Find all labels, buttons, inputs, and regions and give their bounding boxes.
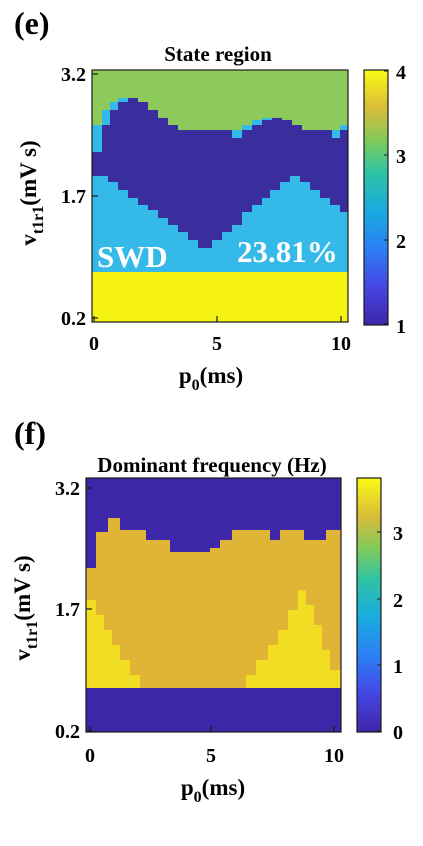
colorbar-e-label-2: 3 [396, 146, 406, 168]
colorbar-f [356, 477, 382, 733]
chart-title-e: State region [164, 42, 272, 66]
y-tick-label-f-2: 3.2 [55, 478, 80, 500]
x-tick-label-f-2: 10 [324, 745, 344, 767]
region-state-1-e [92, 98, 348, 248]
region-high-freq-f-2 [246, 590, 341, 688]
x-axis-label-e-sub: 0 [192, 377, 200, 394]
y-axis-e [92, 73, 98, 319]
colorbar-e [363, 69, 389, 326]
y-axis-label-f: vt1r1(mV s) [10, 555, 41, 660]
heatmap-f [85, 477, 342, 733]
y-tick-label-f-0: 0.2 [55, 721, 80, 743]
x-axis-label-f-sub: 0 [194, 789, 202, 806]
y-axis-label-f-base: v [10, 649, 35, 661]
panel-e: (e) State region SWD 23.81% 0 5 10 p0(ms… [14, 5, 406, 394]
panel-f: (f) Dominant frequency (Hz) 0 5 10 p0(ms… [10, 415, 403, 806]
y-tick-label-e-0: 0.2 [61, 308, 86, 330]
chart-title-f: Dominant frequency (Hz) [97, 453, 326, 477]
region-bottom-f [86, 688, 341, 732]
x-axis-e [93, 316, 342, 322]
y-tick-label-e-1: 1.7 [61, 186, 86, 208]
colorbar-e-label-1: 2 [396, 231, 406, 253]
colorbar-e-label-0: 1 [396, 316, 406, 338]
colorbar-f-gradient [356, 477, 382, 733]
x-axis-label-e-base: p [179, 363, 192, 388]
x-axis-label-f-base: p [181, 775, 194, 800]
x-axis-label-f: p0(ms) [181, 775, 245, 806]
colorbar-f-label-1: 1 [393, 656, 403, 678]
y-axis-label-e-base: v [16, 234, 41, 246]
y-tick-label-e-2: 3.2 [61, 64, 86, 86]
colorbar-e-label-3: 4 [396, 62, 406, 84]
y-axis-label-e-sub: t1r1 [30, 206, 47, 234]
x-axis-label-e: p0(ms) [179, 363, 243, 394]
colorbar-e-gradient [363, 69, 389, 326]
colorbar-f-label-0: 0 [393, 722, 403, 744]
panel-label-f: (f) [14, 415, 46, 451]
region-high-freq-f [86, 600, 140, 688]
annotation-percent: 23.81% [237, 234, 338, 269]
y-axis-label-f-rest: (mV s) [10, 555, 35, 620]
region-state-4-e [92, 272, 348, 322]
x-tick-label-e-0: 0 [89, 333, 99, 355]
x-tick-label-e-1: 5 [212, 333, 222, 355]
y-axis-label-f-sub: t1r1 [24, 621, 41, 649]
y-axis-label-e-rest: (mV s) [16, 140, 41, 205]
x-tick-label-e-2: 10 [331, 333, 351, 355]
panel-label-e: (e) [14, 5, 50, 41]
y-axis-f [86, 487, 92, 732]
y-tick-label-f-1: 1.7 [55, 599, 80, 621]
x-tick-label-f-0: 0 [85, 745, 95, 767]
x-tick-label-f-1: 5 [206, 745, 216, 767]
y-axis-label-e: vt1r1(mV s) [16, 140, 47, 245]
colorbar-f-label-2: 2 [393, 590, 403, 612]
x-axis-label-f-rest: (ms) [202, 775, 245, 800]
heatmap-e [91, 69, 349, 323]
annotation-swd: SWD [97, 239, 168, 274]
colorbar-f-label-3: 3 [393, 523, 403, 545]
x-axis-label-e-rest: (ms) [200, 363, 243, 388]
heatmap-f-frame [85, 477, 342, 733]
